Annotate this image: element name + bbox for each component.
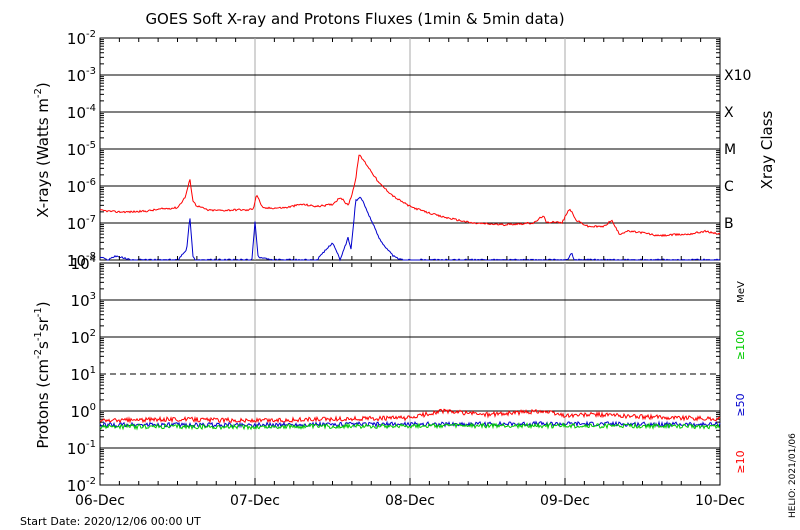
legend-entry: ≥100 bbox=[734, 330, 747, 360]
x-tick-label: 06-Dec bbox=[75, 493, 125, 509]
y-tick-label: 10-2 bbox=[67, 476, 96, 495]
y-tick-label: 10-5 bbox=[67, 140, 96, 159]
series-line bbox=[99, 408, 721, 424]
y-tick-label: 103 bbox=[71, 291, 96, 310]
legend-entry: ≥50 bbox=[734, 393, 747, 416]
xray-class-label: B bbox=[724, 216, 734, 232]
unit-label: MeV bbox=[736, 281, 747, 303]
proton-panel: 104 103 102 101 100 10-1 10-2 Protons (cm-2s-1s… bbox=[33, 254, 747, 495]
series-line bbox=[99, 196, 721, 262]
y-tick-label: 10-6 bbox=[67, 177, 96, 196]
y-tick-label: 104 bbox=[71, 254, 96, 273]
y-tick-label: 10-1 bbox=[67, 439, 96, 458]
series-line bbox=[99, 421, 721, 431]
series-line bbox=[99, 154, 721, 238]
x-tick-label: 08-Dec bbox=[385, 493, 435, 509]
credit-label: HELIO: 2021/01/06 bbox=[788, 433, 798, 518]
xray-class-label: X10 bbox=[724, 68, 751, 84]
y-axis-label: Protons (cm-2s-1sr-1) bbox=[33, 301, 52, 448]
x-tick-label: 09-Dec bbox=[540, 493, 590, 509]
y-tick-label: 10-2 bbox=[67, 29, 96, 48]
y-tick-label: 100 bbox=[71, 402, 96, 421]
y-tick-label: 101 bbox=[71, 365, 96, 384]
x-axis: 06-Dec 07-Dec 08-Dec 09-Dec 10-Dec bbox=[75, 38, 745, 509]
xray-panel: 10-2 10-3 10-4 10-5 10-6 10-7 10-8 X-rays (Watt… bbox=[33, 29, 776, 270]
right-axis-label: Xray Class bbox=[758, 110, 776, 189]
y-tick-label: 10-7 bbox=[67, 214, 96, 233]
xray-class-label: X bbox=[724, 105, 734, 121]
y-tick-label: 102 bbox=[71, 328, 96, 347]
xray-class-label: C bbox=[724, 179, 734, 195]
legend-entry: ≥10 bbox=[734, 450, 747, 473]
y-tick-label: 10-4 bbox=[67, 103, 96, 122]
chart-title: GOES Soft X-ray and Protons Fluxes (1min… bbox=[145, 10, 564, 28]
y-axis-label: X-rays (Watts m-2) bbox=[33, 82, 52, 217]
x-tick-label: 07-Dec bbox=[230, 493, 280, 509]
start-date-label: Start Date: 2020/12/06 00:00 UT bbox=[20, 515, 201, 528]
xray-class-label: M bbox=[724, 142, 736, 158]
y-tick-label: 10-3 bbox=[67, 66, 96, 85]
y-tick-label: 10-8 bbox=[67, 251, 96, 270]
x-tick-label: 10-Dec bbox=[695, 493, 745, 509]
